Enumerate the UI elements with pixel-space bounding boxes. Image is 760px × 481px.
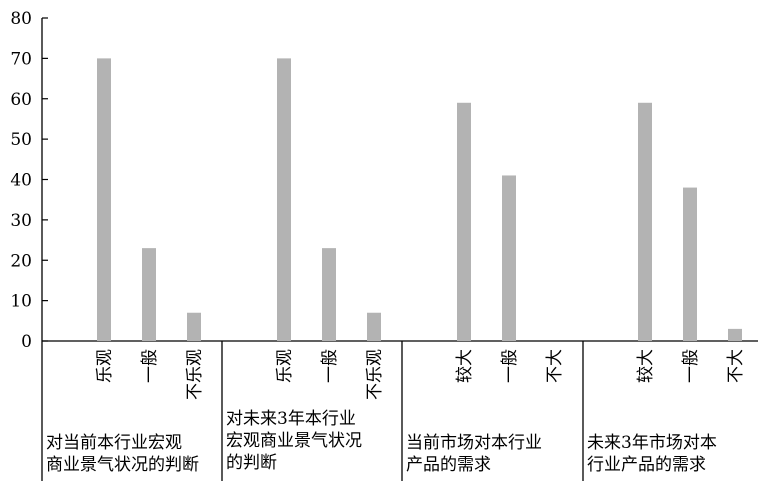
group-label: 的判断 (226, 453, 277, 473)
bar (728, 328, 742, 341)
bar (457, 102, 471, 341)
y-tick-label: 10 (10, 292, 32, 312)
category-label: 不大 (545, 349, 565, 383)
category-label: 一般 (500, 349, 520, 383)
category-label: 不大 (726, 349, 746, 383)
group-label: 宏观商业景气状况 (226, 431, 362, 451)
y-tick-label: 60 (10, 90, 32, 110)
group-label: 行业产品的需求 (587, 455, 706, 475)
group-label: 商业景气状况的判断 (46, 455, 199, 475)
bar (638, 102, 652, 341)
bar (683, 187, 697, 341)
group-label: 产品的需求 (406, 455, 491, 475)
y-tick-label: 70 (10, 49, 32, 69)
category-label: 不乐观 (185, 349, 205, 400)
category-label: 乐观 (275, 349, 295, 383)
category-label: 一般 (320, 349, 340, 383)
category-label: 一般 (140, 349, 160, 383)
bar (322, 248, 336, 341)
category-label: 不乐观 (365, 349, 385, 400)
group-label: 当前市场对本行业 (406, 433, 542, 453)
y-tick-label: 30 (10, 211, 32, 231)
group-label: 对当前本行业宏观 (46, 433, 182, 453)
bar (187, 312, 201, 341)
category-label: 乐观 (95, 349, 115, 383)
bar (502, 175, 516, 341)
bar (97, 58, 111, 341)
category-label: 较大 (455, 349, 475, 383)
bar (277, 58, 291, 341)
bar (142, 248, 156, 341)
y-tick-label: 0 (21, 332, 32, 352)
y-tick-label: 20 (10, 251, 32, 271)
y-tick-label: 40 (10, 171, 32, 191)
y-tick-label: 50 (10, 130, 32, 150)
bar (367, 312, 381, 341)
category-label: 较大 (636, 349, 656, 383)
group-label: 未来3年市场对本 (587, 433, 717, 453)
y-tick-label: 80 (10, 9, 32, 29)
category-label: 一般 (681, 349, 701, 383)
group-label: 对未来3年本行业 (226, 409, 356, 429)
